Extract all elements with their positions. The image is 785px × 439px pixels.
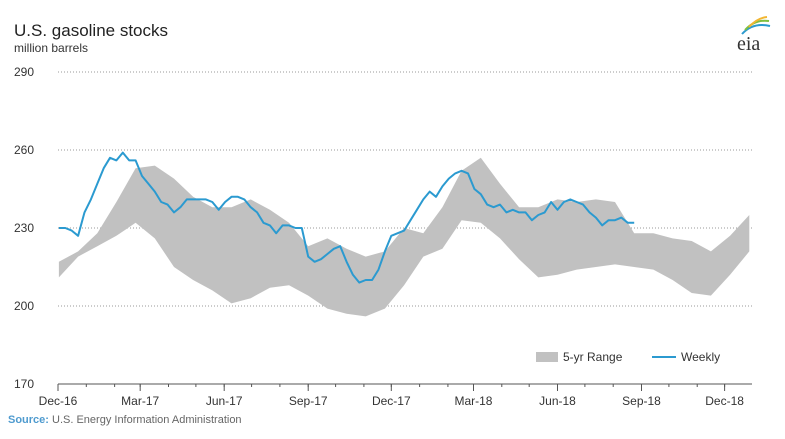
source-label: Source:	[8, 414, 49, 426]
source-note: Source: U.S. Energy Information Administ…	[8, 414, 242, 426]
eia-logo-icon: eia	[737, 16, 771, 54]
x-tick-label-Sep-17: Sep-17	[289, 394, 328, 408]
weekly-line-layer	[58, 151, 635, 284]
chart-subtitle: million barrels	[14, 41, 89, 55]
legend-swatch-range	[536, 352, 558, 362]
axis-layer: 170 200 230 260 290 Dec-16 Mar-17 Jun-17 Sep-17 D…	[14, 65, 752, 408]
weekly-line	[58, 151, 635, 284]
range-band	[58, 157, 750, 317]
x-tick-label-Dec-16: Dec-16	[39, 394, 78, 408]
y-tick-label-170: 170	[14, 377, 34, 391]
x-tick-label-Jun-18: Jun-18	[539, 394, 576, 408]
legend-label-range: 5-yr Range	[563, 350, 623, 364]
x-tick-label-Sep-18: Sep-18	[622, 394, 661, 408]
source-text: U.S. Energy Information Administration	[48, 414, 242, 426]
logo-text: eia	[737, 33, 760, 54]
x-tick-label-Dec-18: Dec-18	[705, 394, 744, 408]
x-tick-label-Dec-17: Dec-17	[372, 394, 411, 408]
legend: 5-yr Range Weekly	[536, 350, 720, 364]
y-tick-label-200: 200	[14, 299, 34, 313]
range-band-layer	[58, 157, 750, 317]
y-tick-label-230: 230	[14, 221, 34, 235]
x-tick-label-Mar-18: Mar-18	[454, 394, 492, 408]
legend-label-weekly: Weekly	[681, 350, 720, 364]
y-tick-label-260: 260	[14, 143, 34, 157]
x-tick-label-Mar-17: Mar-17	[121, 394, 159, 408]
y-tick-label-290: 290	[14, 65, 34, 79]
x-tick-label-Jun-17: Jun-17	[206, 394, 243, 408]
chart-title: U.S. gasoline stocks	[14, 21, 169, 40]
